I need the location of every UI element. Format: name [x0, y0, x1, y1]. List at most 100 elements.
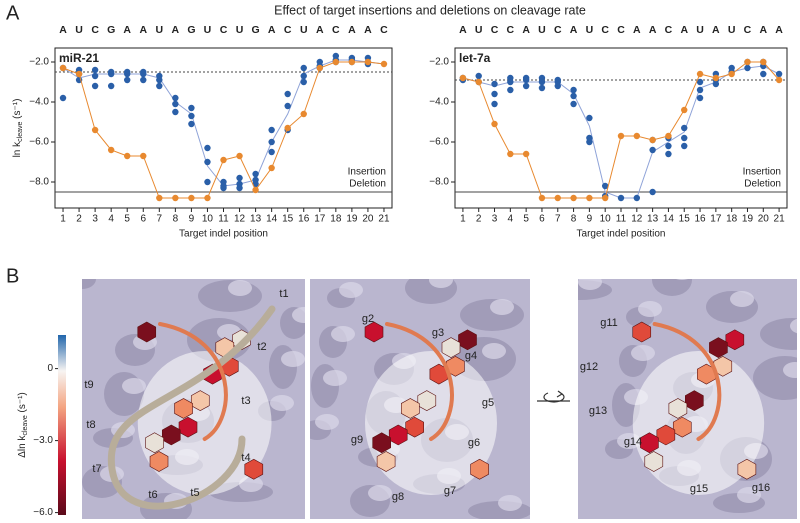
sequence-letter: A [268, 24, 276, 36]
data-point [91, 72, 99, 80]
sequence-letter: A [570, 24, 578, 36]
residue-label: t7 [92, 463, 101, 475]
data-point [268, 148, 275, 156]
data-point [649, 146, 656, 154]
sequence-letter: C [220, 24, 228, 36]
surface-highlight [270, 395, 294, 411]
sequence-letter: A [522, 24, 530, 36]
target-backbone [107, 305, 276, 510]
residue-label: g7 [444, 485, 456, 497]
data-point [728, 70, 735, 78]
data-point [712, 74, 720, 82]
data-point [775, 70, 783, 78]
data-point [712, 80, 720, 88]
sequence-letter: C [284, 24, 292, 36]
residue-label: g14 [624, 436, 642, 448]
data-point [760, 70, 767, 78]
data-point [696, 94, 704, 102]
sequence-letter: C [91, 24, 99, 36]
sequence-letter: A [459, 24, 467, 36]
data-point [665, 150, 672, 158]
data-point [236, 184, 243, 192]
data-point [554, 82, 561, 90]
residue-label: t2 [257, 341, 266, 353]
data-point [91, 66, 99, 74]
data-point [586, 114, 593, 122]
surface-highlight [281, 351, 305, 367]
colorbar-tick-label: 0 [47, 363, 53, 374]
data-point [775, 76, 783, 84]
data-point [475, 72, 482, 80]
surface-shadow [760, 318, 797, 350]
structure-image [82, 279, 305, 519]
data-point [696, 70, 704, 78]
data-point [156, 76, 163, 84]
data-point [124, 76, 131, 84]
data-point [538, 78, 546, 86]
nucleotide [470, 458, 489, 480]
x-tick-label: 4 [108, 214, 114, 225]
structure-image [310, 279, 530, 519]
nucleotide [640, 432, 659, 454]
y-tick-label: −6.0 [429, 137, 449, 148]
sequence-letter: C [491, 24, 499, 36]
sequence-letter: U [236, 24, 244, 36]
data-point [284, 102, 291, 110]
nucleotide [737, 458, 757, 480]
residue-label: g4 [465, 350, 477, 362]
y-axis-label-part: (s⁻¹) [12, 99, 23, 122]
surface-highlight [737, 487, 761, 503]
sequence-letter: A [633, 24, 641, 36]
x-tick-label: 11 [616, 214, 627, 225]
y-tick-label: −2.0 [29, 57, 49, 68]
nucleotide [149, 451, 169, 472]
nucleotide [376, 451, 396, 472]
x-tick-label: 18 [726, 214, 738, 225]
x-tick-label: 9 [189, 214, 195, 225]
residue-label: g2 [362, 313, 374, 325]
nucleotide [632, 321, 652, 343]
data-point [204, 158, 211, 166]
x-tick-label: 9 [587, 214, 593, 225]
residue-label: t6 [148, 489, 157, 501]
sequence-letter: G [187, 24, 195, 36]
x-tick-label: 21 [378, 214, 390, 225]
surface-highlight [482, 343, 506, 359]
x-tick-label: 5 [523, 214, 529, 225]
surface-shadow [652, 279, 692, 296]
data-point [475, 78, 482, 86]
x-tick-label: 10 [202, 214, 214, 225]
residue-label: g15 [690, 483, 708, 495]
data-point [744, 64, 751, 72]
residue-label: t8 [86, 419, 95, 431]
figure-title: Effect of target insertions and deletion… [274, 3, 586, 17]
sequence-letter: A [649, 24, 657, 36]
data-point [59, 64, 67, 72]
surface-highlight [292, 307, 305, 323]
sequence-letter: U [75, 24, 83, 36]
x-tick-label: 1 [60, 214, 66, 225]
rotation-symbol [537, 390, 570, 403]
data-point [124, 70, 131, 78]
sequence-letter: C [617, 24, 625, 36]
series-line [62, 61, 385, 199]
data-point [140, 76, 147, 84]
surface-highlight [783, 362, 797, 378]
data-point [522, 150, 530, 158]
y-tick-label: −4.0 [29, 97, 49, 108]
data-point [156, 82, 163, 90]
sequence-letter: A [680, 24, 688, 36]
data-point [522, 82, 530, 90]
legend-entry: Insertion [348, 167, 386, 178]
sequence-letter: C [665, 24, 673, 36]
data-point [220, 156, 227, 164]
colorbar [58, 335, 66, 515]
sequence-letter: G [252, 24, 260, 36]
sequence-letter: C [554, 24, 562, 36]
sequence-letter: C [380, 24, 388, 36]
data-point [188, 194, 195, 202]
data-point [204, 178, 211, 186]
x-tick-label: 19 [346, 214, 358, 225]
nucleotide [244, 458, 264, 480]
data-point [236, 152, 243, 160]
